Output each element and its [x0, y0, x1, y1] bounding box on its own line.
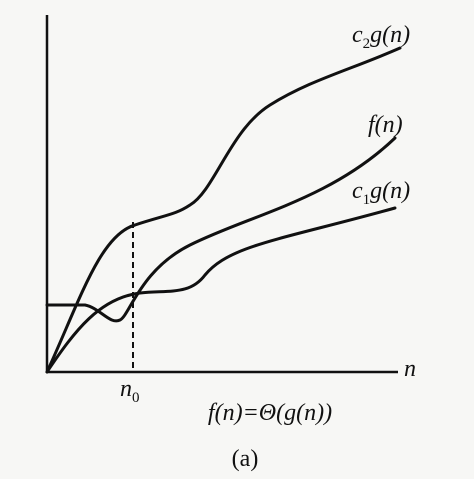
formula: f(n)=Θ(g(n)) — [208, 400, 332, 426]
label-rest: g(n) — [370, 178, 410, 204]
curve-label: f(n) — [368, 112, 403, 138]
label-base: n — [120, 376, 132, 402]
caption: (a) — [232, 446, 259, 472]
label-base: c — [352, 22, 363, 48]
function-curve — [45, 136, 397, 323]
x-axis-label: n — [404, 356, 416, 382]
curve-label: c2g(n) — [352, 22, 410, 52]
label-sub: 1 — [363, 192, 371, 208]
label-rest: g(n) — [370, 22, 410, 48]
upper-bound-curve — [45, 46, 402, 374]
threshold-label: n0 — [120, 376, 140, 406]
label-sub: 0 — [132, 390, 140, 406]
label-sub: 2 — [363, 36, 371, 52]
curve-label: c1g(n) — [352, 178, 410, 208]
lower-bound-curve — [45, 206, 397, 374]
label-base: c — [352, 178, 363, 204]
